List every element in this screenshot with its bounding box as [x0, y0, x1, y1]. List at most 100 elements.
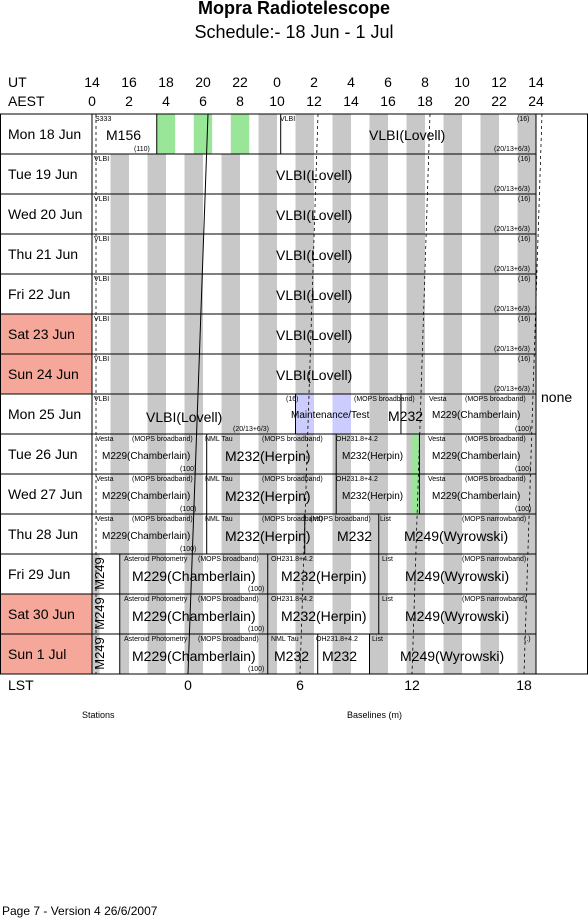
hour-stripe	[517, 154, 536, 194]
block-label: (16)	[517, 116, 530, 123]
vertical-project-label: M249	[91, 637, 107, 670]
hour-stripe	[517, 194, 536, 234]
block-label: Asteroid Photometry	[124, 596, 188, 603]
hour-stripe	[184, 154, 203, 194]
hour-stripe	[147, 194, 166, 234]
hour-stripe	[184, 594, 203, 634]
aest-tick: 8	[236, 93, 244, 109]
hour-stripe	[517, 634, 536, 674]
block-label: VLBI	[280, 116, 296, 123]
project-label: M229(Chamberlain)	[102, 531, 191, 542]
hour-stripe	[406, 274, 425, 314]
block-label: (MOPS broadband)	[262, 476, 323, 483]
hour-stripe	[369, 114, 388, 154]
project-label: M232	[322, 648, 358, 664]
project-label: M232(Herpin)	[281, 568, 367, 584]
project-label: VLBI(Lovell)	[276, 327, 353, 343]
block-label: (110)	[134, 146, 150, 153]
block-label: (MOPS broadband)	[310, 516, 371, 523]
aest-tick: 24	[528, 93, 544, 109]
page-footer: Page 7 - Version 4 26/6/2007	[2, 904, 158, 918]
block-label: NML Tau	[205, 476, 233, 483]
day-label: Mon 18 Jun	[8, 126, 82, 142]
hour-stripe	[332, 514, 351, 554]
hour-stripe	[517, 514, 536, 554]
hour-stripe	[184, 554, 203, 594]
aest-tick: 2	[125, 93, 133, 109]
hour-stripe	[110, 474, 129, 514]
aest-tick: 0	[88, 93, 96, 109]
ut-tick: 4	[347, 74, 355, 90]
day-label: Sun 1 Jul	[8, 646, 67, 662]
hour-stripe	[369, 194, 388, 234]
lst-tick: 18	[516, 677, 532, 693]
hour-stripe	[480, 274, 499, 314]
hour-stripe	[332, 354, 351, 394]
lst-tick: 0	[184, 677, 192, 693]
block-label: List	[372, 636, 383, 643]
hour-stripe	[258, 234, 277, 274]
block-label: (100)	[180, 506, 197, 513]
stations-label: Stations	[82, 710, 115, 720]
hour-stripe	[258, 154, 277, 194]
lst-0-line	[187, 113, 209, 675]
hour-stripe	[221, 634, 240, 674]
hour-stripe	[221, 234, 240, 274]
day-label: Tue 19 Jun	[8, 166, 78, 182]
block-label: Asteroid Photometry	[124, 636, 188, 643]
hour-stripe	[406, 234, 425, 274]
hour-stripe	[332, 194, 351, 234]
hour-stripe	[517, 474, 536, 514]
hour-stripe	[221, 354, 240, 394]
hour-stripe	[443, 634, 462, 674]
green-block	[156, 114, 176, 154]
project-label: VLBI(Lovell)	[276, 287, 353, 303]
hour-stripe	[110, 274, 129, 314]
white-block	[92, 114, 157, 154]
hour-stripe	[258, 434, 277, 474]
hour-stripe	[480, 234, 499, 274]
aest-tick: 16	[380, 93, 396, 109]
hour-stripe	[369, 234, 388, 274]
block-label: Vesta	[428, 436, 446, 443]
project-label: VLBI(Lovell)	[369, 127, 446, 143]
hour-stripe	[443, 314, 462, 354]
project-label: M156	[106, 127, 142, 143]
hour-stripe	[110, 514, 129, 554]
day-label: Thu 21 Jun	[8, 246, 79, 262]
hour-stripe	[369, 474, 388, 514]
ut-tick: 2	[310, 74, 318, 90]
hour-stripe	[147, 314, 166, 354]
hour-stripe	[147, 154, 166, 194]
hour-stripe	[332, 434, 351, 474]
project-label: VLBI(Lovell)	[276, 207, 353, 223]
block-label: (20/13+6/3)	[494, 386, 530, 393]
project-label: M229(Chamberlain)	[432, 491, 521, 502]
hour-stripe	[92, 554, 100, 594]
day-label: Thu 28 Jun	[8, 526, 79, 542]
hour-stripe	[184, 474, 203, 514]
hour-stripe	[332, 474, 351, 514]
hour-stripe	[443, 274, 462, 314]
hour-stripe	[184, 194, 203, 234]
green-block	[193, 114, 213, 154]
hour-stripe	[221, 394, 240, 434]
block-label: VLBI	[94, 356, 110, 363]
aest-label: AEST	[8, 93, 45, 109]
project-label: M232	[388, 408, 424, 424]
hour-stripe	[443, 474, 462, 514]
lst-label: LST	[8, 677, 34, 693]
ut-tick: 14	[84, 74, 100, 90]
page-subtitle: Schedule:- 18 Jun - 1 Jul	[194, 22, 394, 42]
block-label: (MOPS narrowband)	[462, 516, 527, 523]
hour-stripe	[369, 394, 388, 434]
hour-stripe	[443, 434, 462, 474]
weekend-cell	[0, 594, 92, 634]
project-label: M232(Herpin)	[342, 451, 404, 462]
lavender-block	[332, 394, 351, 434]
project-label: M232(Herpin)	[225, 528, 311, 544]
block-label: (MOPS broadband)	[465, 436, 526, 443]
day-label: Sat 30 Jun	[8, 606, 75, 622]
aest-tick: 20	[454, 93, 470, 109]
hour-stripe	[147, 594, 166, 634]
